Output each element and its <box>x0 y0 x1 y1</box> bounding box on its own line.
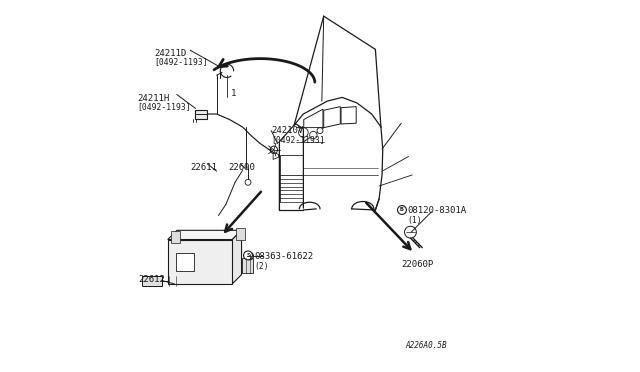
Text: (1): (1) <box>408 215 422 225</box>
Text: 22060P: 22060P <box>401 260 433 269</box>
Circle shape <box>299 128 308 137</box>
Bar <box>243 258 253 273</box>
Bar <box>142 276 162 286</box>
Polygon shape <box>341 107 356 124</box>
Polygon shape <box>324 107 340 128</box>
Text: A226A0.5B: A226A0.5B <box>405 341 447 350</box>
Text: 08120-8301A: 08120-8301A <box>408 206 467 215</box>
Text: 24210V: 24210V <box>271 126 303 135</box>
Circle shape <box>244 251 252 260</box>
Polygon shape <box>304 109 323 142</box>
Text: 24211D: 24211D <box>154 49 186 58</box>
Text: B: B <box>400 208 404 212</box>
FancyBboxPatch shape <box>195 110 207 119</box>
Polygon shape <box>168 230 241 240</box>
Circle shape <box>310 131 317 139</box>
Circle shape <box>397 206 406 214</box>
Bar <box>176 253 193 270</box>
Circle shape <box>317 128 323 134</box>
Bar <box>236 228 245 240</box>
Polygon shape <box>273 152 278 160</box>
Circle shape <box>246 253 253 260</box>
Text: 1: 1 <box>230 89 236 97</box>
Text: S: S <box>246 253 250 258</box>
Circle shape <box>245 179 251 185</box>
Text: 08363-61622: 08363-61622 <box>255 253 314 262</box>
Text: 22611: 22611 <box>190 163 217 172</box>
Text: [0492-1193]: [0492-1193] <box>271 135 325 144</box>
Text: [0492-1193]: [0492-1193] <box>154 58 207 67</box>
Bar <box>280 155 303 175</box>
Text: (2): (2) <box>255 262 269 271</box>
Text: 22690: 22690 <box>228 163 255 172</box>
Polygon shape <box>168 240 232 284</box>
Text: 24211H: 24211H <box>137 94 170 103</box>
Circle shape <box>404 226 417 238</box>
Text: [0492-1193]: [0492-1193] <box>137 103 191 112</box>
Text: 22612: 22612 <box>138 275 165 284</box>
Bar <box>171 231 180 243</box>
Polygon shape <box>232 230 241 284</box>
Circle shape <box>270 146 278 154</box>
